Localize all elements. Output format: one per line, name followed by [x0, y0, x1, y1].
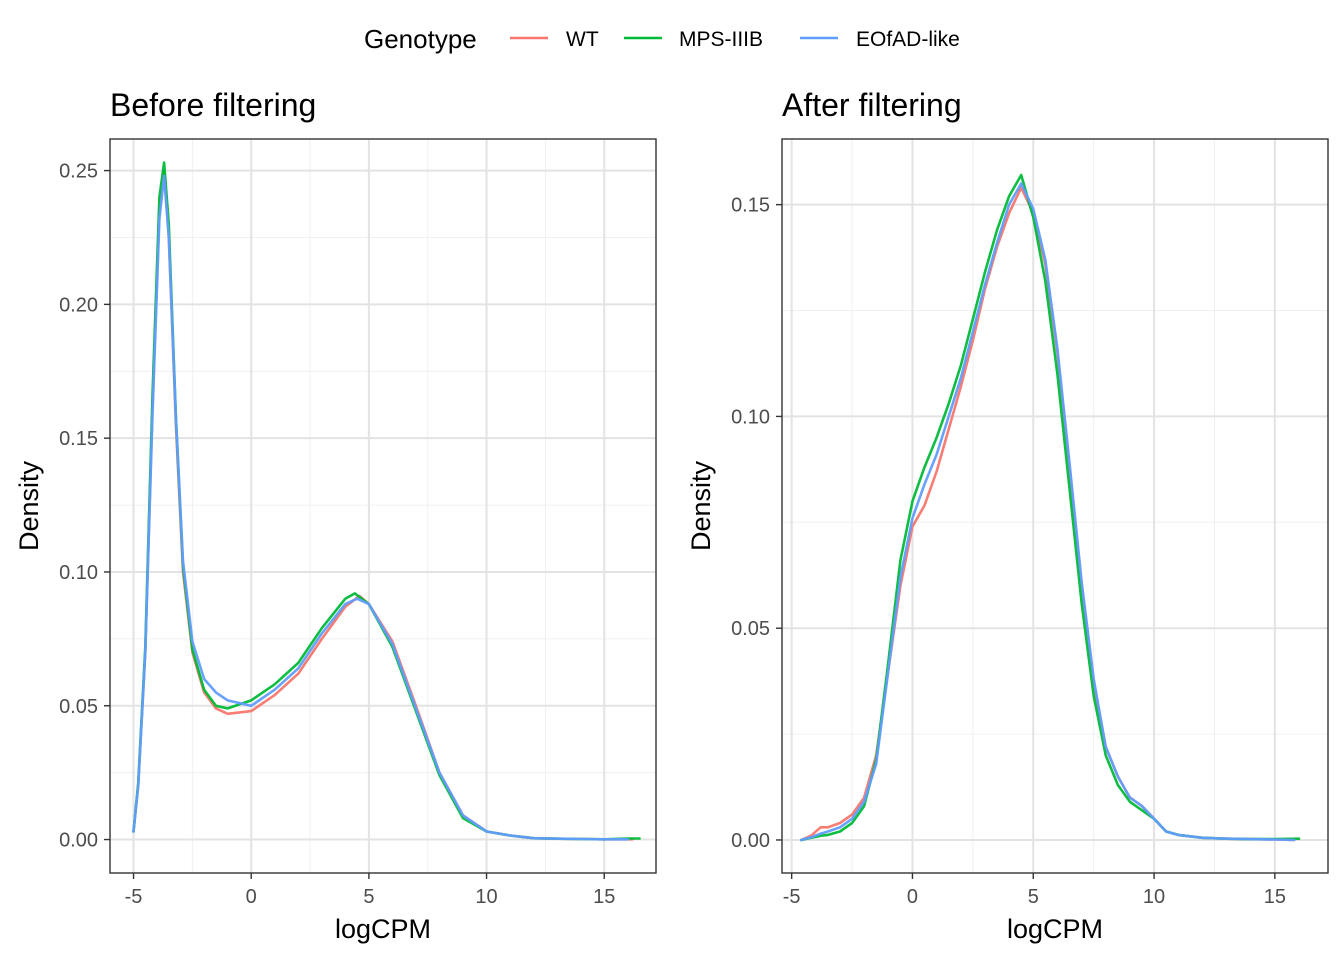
x-tick-label: -5 [783, 886, 801, 908]
panel-background [782, 139, 1328, 873]
y-tick-label: 0.10 [59, 562, 98, 584]
panel-after-filtering: After filtering -5 0 5 10 15 0.00 0.05 0.10 0.15… [686, 87, 1329, 944]
plot-area-after: -5 0 5 10 15 0.00 0.05 0.10 0.15 [731, 138, 1329, 908]
x-tick-label: 15 [1264, 886, 1286, 908]
y-tick-label: 0.20 [59, 294, 98, 316]
y-tick-label: 0.25 [59, 161, 98, 183]
x-tick-label: 5 [363, 886, 374, 908]
legend-label-eofad-like: EOfAD-like [856, 28, 960, 51]
panel-title-after: After filtering [782, 87, 962, 123]
panel-background [110, 139, 656, 873]
x-tick-label: 0 [907, 886, 918, 908]
x-tick-label: -5 [125, 886, 143, 908]
panel-title-before: Before filtering [110, 87, 316, 123]
panel-border [109, 138, 657, 874]
y-tick-label: 0.10 [731, 406, 770, 428]
x-tick-label: 10 [1143, 886, 1165, 908]
panel-border [781, 138, 1329, 874]
y-axis-label-after: Density [686, 460, 716, 551]
y-tick-label: 0.15 [731, 195, 770, 217]
y-tick-label: 0.05 [59, 696, 98, 718]
x-tick-label: 15 [593, 886, 615, 908]
x-tick-label: 5 [1028, 886, 1039, 908]
y-tick-label: 0.15 [59, 428, 98, 450]
plot-area-before: -5 0 5 10 15 0.00 0.05 0.10 0.15 0.20 0.25 [59, 138, 657, 908]
legend: Genotype WT MPS-IIIB EOfAD-like [364, 24, 960, 54]
series-line-eofad-like [799, 182, 1296, 842]
x-axis-label-before: logCPM [335, 914, 431, 944]
y-tick-label: 0.05 [731, 618, 770, 640]
legend-label-mps-iiib: MPS-IIIB [679, 28, 763, 51]
x-tick-label: 0 [246, 886, 257, 908]
legend-label-wt: WT [566, 28, 599, 51]
x-axis-label-after: logCPM [1007, 914, 1103, 944]
y-tick-label: 0.00 [59, 830, 98, 852]
y-tick-label: 0.00 [731, 830, 770, 852]
y-axis-label-before: Density [14, 460, 44, 551]
series-line-eofad-like [132, 174, 630, 841]
panel-before-filtering: Before filtering -5 0 5 10 15 0.00 0.05 0.10 0.1… [14, 87, 657, 944]
x-tick-label: 10 [475, 886, 497, 908]
legend-title: Genotype [364, 24, 477, 54]
